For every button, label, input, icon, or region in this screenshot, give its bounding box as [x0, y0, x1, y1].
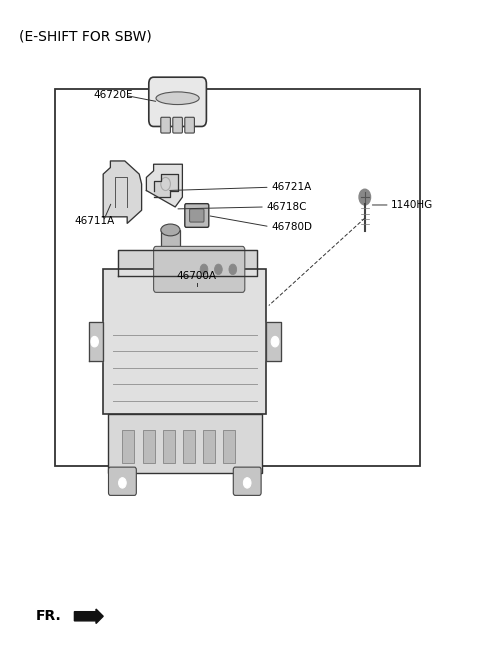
- Text: 46721A: 46721A: [271, 182, 312, 193]
- Polygon shape: [118, 250, 257, 276]
- Polygon shape: [103, 161, 142, 223]
- Text: 1140HG: 1140HG: [391, 200, 433, 210]
- FancyBboxPatch shape: [233, 467, 261, 495]
- Bar: [55, 89, 420, 466]
- Circle shape: [200, 264, 208, 275]
- FancyBboxPatch shape: [185, 117, 194, 133]
- Text: FR.: FR.: [36, 609, 62, 623]
- FancyBboxPatch shape: [161, 117, 170, 133]
- Bar: [203, 430, 215, 463]
- Bar: [108, 414, 262, 473]
- Circle shape: [91, 336, 98, 347]
- Text: 46718C: 46718C: [266, 202, 307, 212]
- Polygon shape: [154, 174, 178, 197]
- Bar: [183, 430, 195, 463]
- Circle shape: [359, 189, 371, 205]
- Polygon shape: [266, 322, 281, 361]
- FancyBboxPatch shape: [190, 209, 204, 222]
- Circle shape: [119, 478, 126, 488]
- Text: (E-SHIFT FOR SBW): (E-SHIFT FOR SBW): [19, 30, 152, 43]
- Text: 46780D: 46780D: [271, 221, 312, 232]
- Bar: [122, 430, 134, 463]
- Bar: [223, 430, 235, 463]
- Text: 46711A: 46711A: [74, 216, 115, 227]
- FancyBboxPatch shape: [154, 246, 245, 292]
- FancyBboxPatch shape: [173, 117, 182, 133]
- Ellipse shape: [156, 92, 199, 104]
- FancyBboxPatch shape: [149, 78, 206, 126]
- FancyArrow shape: [74, 609, 103, 623]
- Text: 46700A: 46700A: [177, 271, 217, 281]
- Bar: [163, 430, 175, 463]
- Bar: [161, 230, 180, 269]
- Circle shape: [243, 478, 251, 488]
- FancyBboxPatch shape: [185, 204, 209, 227]
- Circle shape: [271, 336, 279, 347]
- Ellipse shape: [161, 224, 180, 236]
- FancyBboxPatch shape: [108, 467, 136, 495]
- Polygon shape: [89, 322, 103, 361]
- Polygon shape: [146, 164, 182, 207]
- Bar: [103, 269, 266, 414]
- Circle shape: [229, 264, 237, 275]
- Bar: [143, 430, 155, 463]
- Circle shape: [215, 264, 222, 275]
- Text: 46720E: 46720E: [94, 90, 133, 101]
